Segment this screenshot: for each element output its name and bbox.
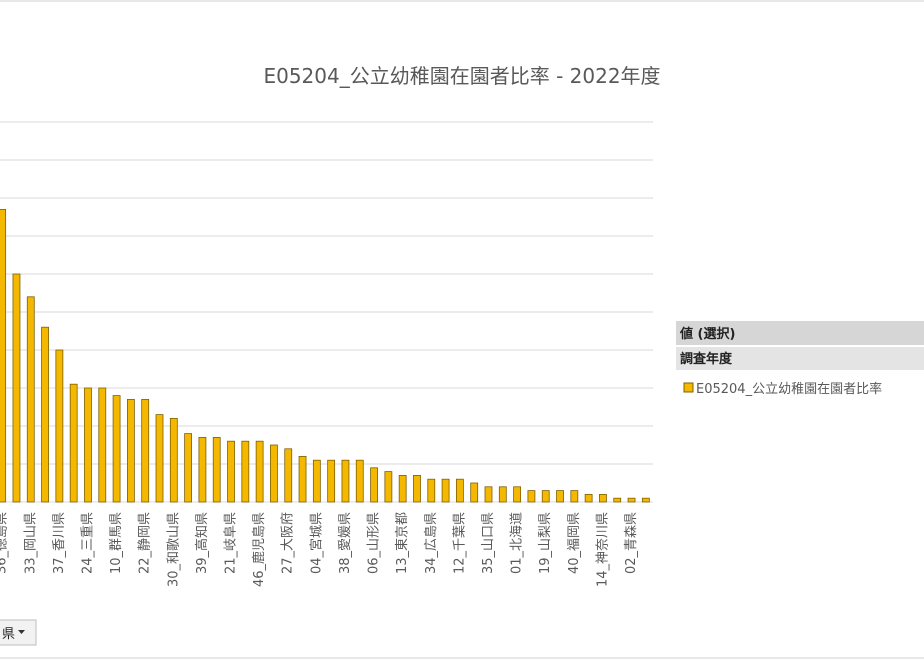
bar bbox=[98, 387, 107, 503]
bar bbox=[455, 478, 464, 503]
x-tick-label: 06_山形県 bbox=[367, 512, 382, 574]
bar bbox=[227, 440, 235, 503]
x-tick-label: 40_福岡県 bbox=[567, 512, 582, 574]
x-tick-label: 36_徳島県 bbox=[0, 512, 10, 574]
bar bbox=[212, 436, 221, 503]
bar bbox=[84, 387, 92, 503]
x-tick-label: 12_千葉県 bbox=[452, 512, 467, 574]
bar bbox=[527, 490, 536, 503]
bar bbox=[556, 490, 564, 503]
x-tick-label: 14_神奈川県 bbox=[595, 512, 610, 587]
filter-label[interactable]: 県 bbox=[2, 627, 15, 642]
x-tick-label: 33_岡山県 bbox=[23, 512, 38, 574]
bar bbox=[270, 444, 278, 503]
bar bbox=[613, 497, 622, 503]
bar bbox=[398, 474, 407, 503]
legend-label: E05204_公立幼稚園在園者比率 bbox=[696, 381, 882, 397]
bar bbox=[641, 497, 650, 503]
bar bbox=[427, 478, 436, 503]
bar bbox=[484, 486, 493, 503]
bar bbox=[241, 440, 250, 503]
x-tick-label: 39_高知県 bbox=[194, 512, 210, 574]
x-tick-label: 13_東京都 bbox=[394, 512, 410, 574]
legend-swatch bbox=[683, 382, 694, 393]
bar bbox=[370, 467, 378, 503]
legend-field[interactable]: 調査年度 bbox=[680, 351, 733, 367]
bar bbox=[126, 398, 135, 503]
x-tick-label: 37_香川県 bbox=[52, 512, 67, 574]
x-tick-label: 04_宮城県 bbox=[308, 512, 324, 574]
legend-header-bg bbox=[676, 321, 924, 345]
bar bbox=[384, 471, 393, 503]
x-tick-label: 21_岐阜県 bbox=[223, 512, 239, 574]
bar bbox=[141, 398, 150, 503]
bar bbox=[169, 417, 178, 503]
bar bbox=[584, 493, 593, 503]
x-tick-label: 27_大阪府 bbox=[281, 512, 296, 574]
x-tick-label: 46_鹿児島県 bbox=[251, 512, 267, 587]
bar bbox=[541, 490, 550, 503]
x-tick-label: 30_和歌山県 bbox=[166, 512, 181, 587]
bar bbox=[413, 474, 421, 503]
bar bbox=[327, 459, 336, 503]
bar bbox=[112, 395, 121, 503]
x-tick-label: 22_静岡県 bbox=[138, 512, 153, 574]
bar bbox=[599, 493, 607, 503]
bar bbox=[312, 459, 321, 503]
bar bbox=[184, 433, 193, 503]
bar bbox=[12, 273, 21, 503]
bar bbox=[284, 448, 293, 503]
bar bbox=[470, 482, 479, 503]
x-tick-label: 01_北海道 bbox=[510, 512, 525, 574]
filter-button[interactable] bbox=[0, 619, 37, 646]
chart-title: E05204_公立幼稚園在園者比率 - 2022年度 bbox=[263, 64, 660, 88]
bar bbox=[41, 326, 49, 503]
bar bbox=[255, 440, 264, 503]
bar bbox=[441, 478, 450, 503]
x-tick-label: 35_山口県 bbox=[481, 512, 496, 574]
bar bbox=[627, 497, 636, 503]
bar bbox=[198, 436, 207, 503]
legend-header: 値 (選択) bbox=[679, 326, 735, 342]
legend-field-bg[interactable] bbox=[676, 347, 924, 370]
bar bbox=[498, 486, 507, 503]
x-tick-label: 02_青森県 bbox=[624, 512, 639, 574]
bar bbox=[341, 459, 350, 503]
dropdown-arrow[interactable] bbox=[18, 630, 25, 634]
x-tick-label: 34_広島県 bbox=[424, 512, 439, 574]
bar bbox=[298, 455, 307, 503]
bar bbox=[155, 414, 164, 503]
bar bbox=[513, 486, 522, 503]
x-tick-label: 10_群馬県 bbox=[109, 512, 124, 574]
bar bbox=[570, 490, 579, 503]
x-tick-label: 19_山梨県 bbox=[538, 512, 553, 574]
bar bbox=[26, 296, 35, 503]
x-tick-label: 24_三重県 bbox=[79, 512, 95, 574]
bar bbox=[55, 349, 64, 503]
x-tick-label: 38_愛媛県 bbox=[338, 512, 353, 574]
bar bbox=[0, 208, 7, 503]
bar bbox=[355, 459, 364, 503]
bar bbox=[69, 383, 78, 503]
